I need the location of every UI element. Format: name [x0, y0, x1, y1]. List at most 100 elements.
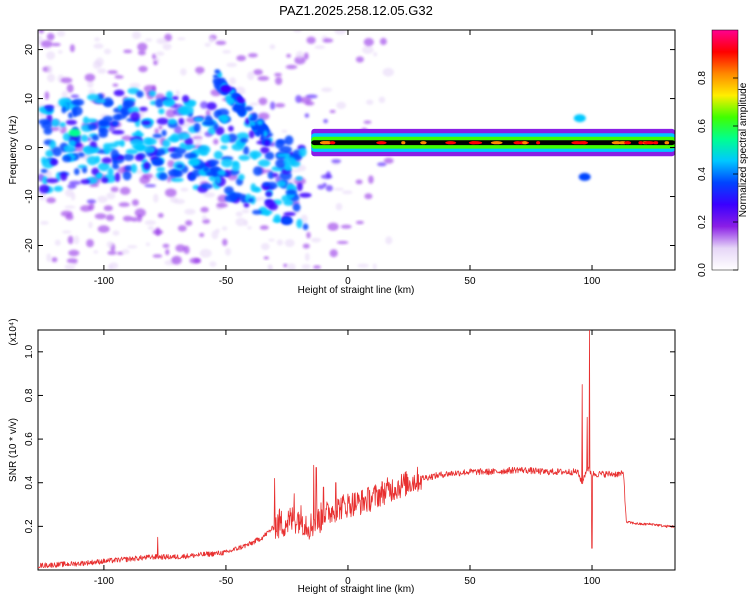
spectrogram-noise-point — [147, 226, 155, 230]
spectrogram-tone-peak — [490, 141, 503, 145]
spectrogram-noise-point — [329, 249, 338, 258]
spectrogram-noise-point — [297, 164, 307, 172]
spectrogram-branch-point — [215, 175, 221, 185]
spectrogram-noise-point — [200, 101, 208, 109]
spectrogram-noise-point — [108, 125, 116, 132]
spectrogram-noise-point — [51, 257, 58, 263]
snr-plot-area — [37, 329, 676, 571]
spectrogram-noise-point — [383, 157, 394, 164]
snr-y-multiplier: (x10⁴) — [8, 318, 19, 345]
spectrogram-branch-point — [206, 102, 217, 111]
snr-x-ticks: -100 -50 0 50 100 — [94, 330, 601, 587]
spectrogram-branch-point — [272, 218, 282, 223]
spectrogram-tone-peak — [664, 141, 670, 145]
spectrogram-branch-point — [148, 90, 156, 97]
spectrogram-noise-point — [253, 69, 263, 76]
spectrogram-noise-point — [97, 68, 107, 74]
spectrogram-branch-point — [111, 129, 125, 135]
spectrogram-noise-point — [84, 73, 96, 82]
spectrogram-noise-point — [155, 227, 161, 237]
spectrogram-noise-point — [95, 57, 104, 67]
spectrogram-noise-point — [257, 76, 270, 81]
spectrogram-branch-point — [40, 168, 48, 173]
spectrogram-noise-point — [364, 193, 373, 200]
spectrogram-noise-point — [304, 252, 310, 262]
spectrogram-branch-point — [38, 184, 50, 194]
spectrogram-noise-point — [222, 50, 232, 54]
spectrogram-noise-point — [235, 211, 243, 217]
spectrogram-noise-point — [153, 193, 159, 203]
spectrogram-branch-point — [96, 173, 102, 179]
spectrogram-branch-point — [59, 122, 66, 128]
spectrogram-noise-point — [185, 220, 193, 226]
spectrogram-branch-point — [65, 119, 78, 125]
spectrogram-feature — [219, 84, 232, 93]
colorbar-tick-label: 0.8 — [697, 71, 708, 85]
spectrogram-noise-point — [333, 187, 345, 191]
spectrogram-noise-point — [208, 38, 214, 44]
spectrogram-noise-point — [88, 221, 93, 229]
spectrogram-branch-point — [272, 173, 279, 178]
spectrogram-branch-point — [264, 151, 275, 160]
spectrogram-noise-point — [323, 119, 328, 124]
spectrogram-branch-point — [123, 99, 135, 108]
spectrogram-branch-point — [283, 211, 296, 217]
spectrogram-branch-point — [61, 106, 67, 114]
spectrogram-branch-point — [228, 192, 237, 201]
spectrogram-branch-point — [173, 169, 183, 178]
spectrogram-noise-point — [144, 220, 157, 226]
spectrogram-noise-point — [195, 66, 205, 74]
spectrogram-branch-point — [103, 100, 114, 106]
spectrogram-noise-point — [241, 209, 250, 214]
spectrogram-noise-point — [66, 83, 74, 93]
spectrogram-branch-point — [72, 106, 83, 116]
spectrogram-noise-point — [60, 77, 73, 84]
spectrogram-noise-point — [103, 48, 112, 55]
spectrogram-blobs — [38, 30, 675, 270]
spectrogram-noise-point — [236, 55, 246, 62]
spectrogram-y-label: Frequency (Hz) — [8, 116, 19, 185]
spectrogram-noise-point — [116, 251, 124, 255]
spectrogram-noise-point — [225, 247, 231, 256]
spectrogram-noise-point — [97, 225, 110, 233]
spectrogram-noise-point — [306, 36, 316, 44]
spectrogram-noise-point — [213, 138, 219, 145]
spectrogram-branch-point — [46, 106, 54, 113]
spectrogram-branch-point — [221, 158, 233, 168]
spectrogram-noise-point — [269, 44, 276, 50]
spectrogram-noise-point — [202, 219, 211, 224]
spectrogram-branch-point — [83, 145, 94, 155]
spectrogram-noise-point — [256, 196, 266, 201]
spectrogram-branch-point — [176, 164, 184, 169]
spectrogram-noise-point — [97, 195, 108, 203]
spectrogram-branch-point — [63, 144, 76, 153]
spectrogram-noise-point — [167, 160, 175, 168]
spectrogram-arc-point — [258, 124, 265, 130]
spectrogram-noise-point — [303, 52, 309, 60]
spectrogram-tone-peak — [624, 141, 632, 145]
spectrogram-noise-point — [155, 51, 165, 56]
spectrogram-branch-point — [248, 130, 255, 139]
spectrogram-branch-point — [143, 161, 151, 170]
spectrogram-noise-point — [379, 37, 387, 46]
spectrogram-noise-point — [130, 217, 139, 222]
spectrogram-tone-peak — [329, 141, 336, 145]
spectrogram-branch-point — [150, 100, 157, 106]
spectrogram-noise-point — [331, 159, 342, 164]
spectrogram-noise-point — [165, 249, 170, 256]
spectrogram-branch-point — [62, 155, 72, 163]
spectrogram-branch-point — [107, 167, 114, 176]
spectrogram-branch-point — [111, 120, 119, 127]
spectrogram-noise-point — [274, 103, 286, 108]
spectrogram-branch-point — [167, 118, 177, 125]
spectrogram-feature — [134, 143, 147, 152]
spectrogram-noise-point — [51, 42, 61, 47]
spectrogram-noise-point — [209, 261, 217, 267]
spectrogram-branch-point — [264, 199, 276, 208]
spectrogram-x-tick-label: 50 — [464, 276, 476, 287]
spectrogram-branch-point — [134, 154, 144, 162]
spectrogram-branch-point — [196, 149, 204, 154]
spectrogram-noise-point — [121, 135, 133, 141]
spectrogram-branch-point — [110, 149, 120, 159]
spectrogram-branch-point — [253, 166, 263, 176]
